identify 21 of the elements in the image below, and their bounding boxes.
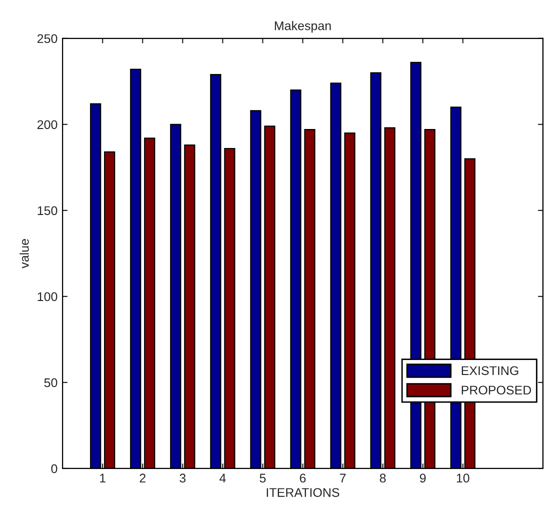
x-tick-label: 2 — [140, 474, 146, 482]
legend-label: PROPOSED — [462, 386, 532, 395]
x-tick-label: 10 — [456, 474, 470, 483]
x-tick-label: 8 — [380, 474, 386, 483]
x-axis-title: ITERATIONS — [266, 488, 340, 497]
legend-label: EXISTING — [462, 366, 518, 376]
y-tick-label: 100 — [38, 292, 58, 302]
chart-title: Makespan — [274, 21, 331, 33]
x-tick-label: 5 — [260, 474, 266, 483]
y-tick-label: 0 — [51, 464, 58, 474]
y-tick-label: 200 — [37, 120, 58, 130]
y-tick-label: 50 — [44, 378, 58, 388]
y-axis-title: value — [20, 239, 29, 268]
x-tick-label: 9 — [420, 474, 426, 483]
x-tick-label: 3 — [180, 474, 186, 483]
y-tick-label: 150 — [38, 206, 58, 216]
y-tick-label: 250 — [37, 34, 58, 44]
x-tick-label: 6 — [300, 474, 306, 483]
x-tick-label: 4 — [219, 474, 226, 482]
x-tick-label: 7 — [340, 474, 346, 482]
x-tick-label: 1 — [100, 474, 106, 482]
